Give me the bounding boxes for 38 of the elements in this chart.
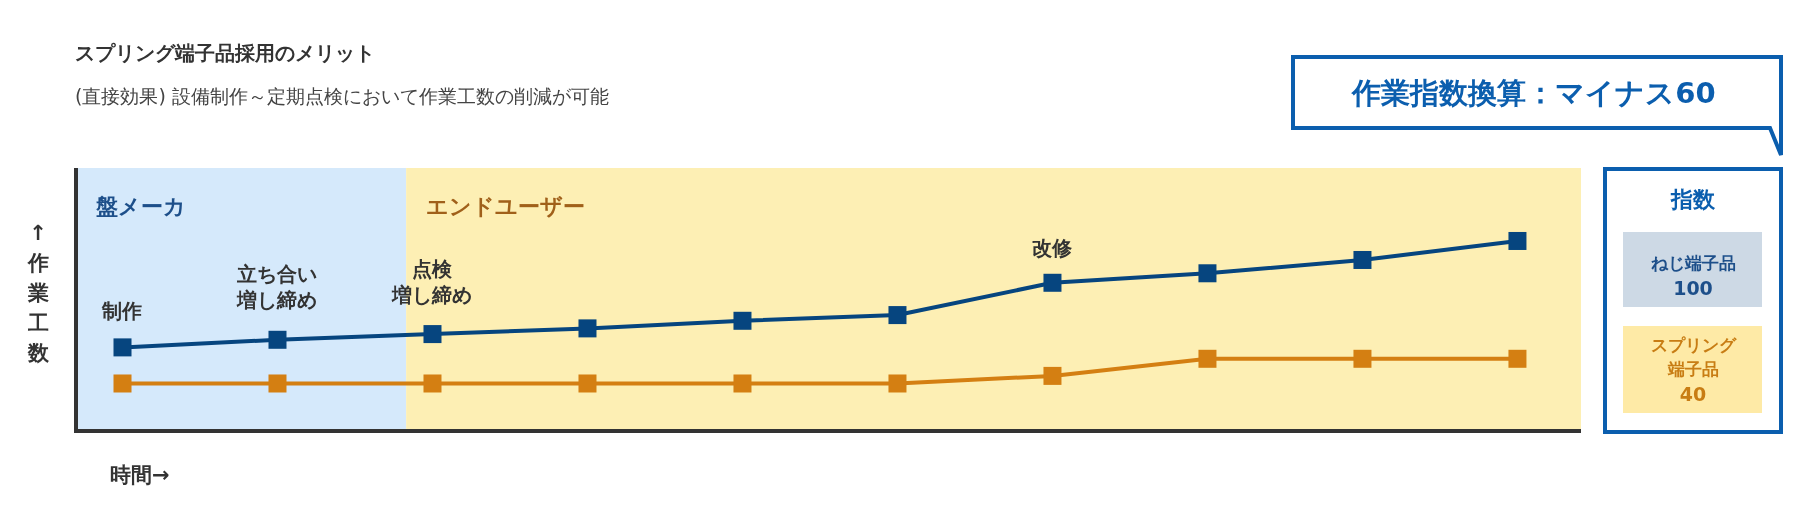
y-axis-title: ↑作業工数 <box>26 221 50 365</box>
text: エンドユーザー <box>426 194 586 219</box>
point <box>113 374 132 393</box>
point <box>268 374 287 393</box>
annotation: 増し締め <box>391 283 473 307</box>
annotation: 改修 <box>1032 236 1074 260</box>
point <box>1043 273 1062 292</box>
point <box>578 319 597 338</box>
text: 指数 <box>1670 187 1716 212</box>
chart-title: スプリング端子品採用のメリット <box>75 41 375 65</box>
point <box>888 374 907 393</box>
point <box>1043 366 1062 385</box>
point <box>423 374 442 393</box>
data-label: 40 <box>1679 383 1707 405</box>
point <box>1353 250 1372 269</box>
point <box>1508 349 1527 368</box>
point <box>1198 264 1217 283</box>
chart-subtitle: (直接効果) 設備制作～定期点検において作業工数の削減が可能 <box>75 85 609 107</box>
point <box>1353 349 1372 368</box>
point <box>268 330 287 349</box>
point <box>733 374 752 393</box>
annotation: 立ち合い <box>236 262 318 286</box>
point <box>733 311 752 330</box>
category-label: スプリング端子品 <box>1650 335 1737 379</box>
point <box>423 325 442 344</box>
point <box>113 338 132 357</box>
annotation: 点検 <box>412 257 454 281</box>
x-axis-title: 時間→ <box>110 463 170 487</box>
text: 盤メーカ <box>95 194 186 219</box>
point <box>1508 231 1527 250</box>
point <box>1198 349 1217 368</box>
annotation: 増し締め <box>236 288 318 312</box>
point <box>888 306 907 325</box>
annotation: 制作 <box>101 299 143 323</box>
category-label: ねじ端子品 <box>1650 253 1736 273</box>
data-label: 100 <box>1673 277 1713 299</box>
point <box>578 374 597 393</box>
text: 作業指数換算：マイナス60 <box>1351 76 1716 110</box>
